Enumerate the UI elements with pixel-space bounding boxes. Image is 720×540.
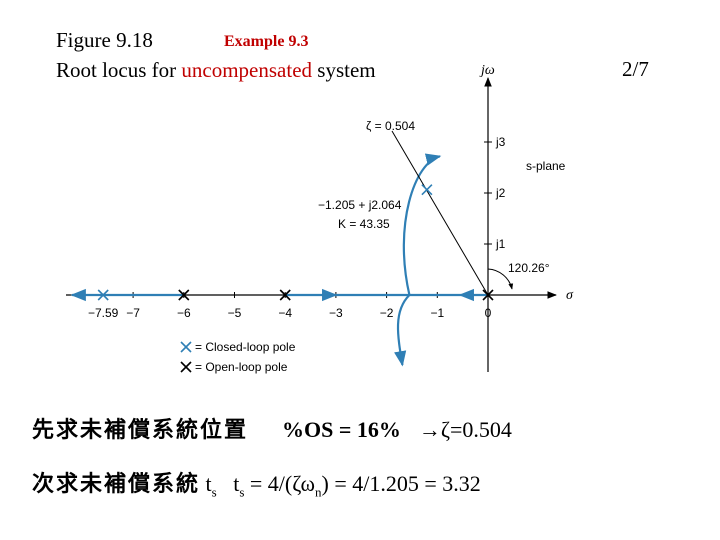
diagram-labels: −7.59 −1.205 + j2.064 K = 43.35 <box>88 198 402 320</box>
zeta-value: →ζ=0.504 <box>418 417 512 442</box>
real-tick-label: −7 <box>126 306 140 320</box>
page-number: 2/7 <box>622 57 649 81</box>
legend-open-marker <box>180 361 192 373</box>
legend-closed-marker <box>180 341 192 353</box>
damping-ratio-line <box>391 130 489 296</box>
damping-line-label: ζ = 0.504 <box>366 119 415 133</box>
percent-overshoot: %OS = 16% <box>282 417 401 442</box>
text-line-ts: 次求未補償系統 ts ts = 4/(ζωn) = 4/1.205 = 3.32 <box>32 466 481 500</box>
real-tick-label: −1 <box>430 306 444 320</box>
angle-arc <box>487 268 514 290</box>
text-line-os: 先求未補償系統位置 %OS = 16% →ζ=0.504 <box>32 412 512 444</box>
ts-label-sub: s <box>211 484 217 500</box>
open-loop-pole-stroke <box>178 289 190 301</box>
locus-branch-upper <box>402 153 442 296</box>
damping-angle-label: 120.26° <box>508 261 550 275</box>
open-loop-pole <box>482 289 494 301</box>
open-loop-pole-stroke <box>482 289 494 301</box>
imag-axis-label: jω <box>479 63 495 78</box>
example-label: Example 9.3 <box>224 33 309 50</box>
locus-branches <box>70 153 488 367</box>
ts-label: t <box>205 471 212 496</box>
real-tick-label: −3 <box>329 306 343 320</box>
open-loop-pole <box>178 289 190 301</box>
imag-tick-label: j3 <box>495 135 506 149</box>
closed-loop-point-label: −1.205 + j2.064 <box>318 198 402 212</box>
ts-formula-sub1: s <box>239 484 245 500</box>
locus-branch-lower <box>394 294 411 367</box>
real-tick-label: −6 <box>177 306 191 320</box>
line2-chinese: 次求未補償系統 <box>32 472 201 497</box>
legend-open-marker-stroke <box>180 361 192 373</box>
figure-label: Figure 9.18 <box>56 28 153 52</box>
figure-caption: Root locus for uncompensated system <box>56 58 376 83</box>
closed-loop-pole <box>97 289 109 301</box>
ts-formula-a: t <box>233 471 240 496</box>
line1-chinese: 先求未補償系統位置 <box>32 418 249 443</box>
open-loop-pole-stroke <box>279 289 291 301</box>
caption-prefix: Root locus for <box>56 58 182 82</box>
legend-open-label: = Open-loop pole <box>195 360 288 374</box>
closed-loop-pole-stroke <box>421 184 433 196</box>
plane-label: s-plane <box>526 159 566 173</box>
caption-highlight: uncompensated <box>181 58 313 82</box>
closed-loop-real-label: −7.59 <box>88 306 119 320</box>
ts-formula-sub2: n <box>315 484 322 500</box>
ts-formula-b: = 4/(ζω <box>244 471 316 496</box>
axes: σ jω −7 −6 −5 −4 −3 −2 −1 0 j1 j2 j3 s-plane <box>66 63 574 372</box>
imag-tick-label: j1 <box>495 237 506 251</box>
real-tick-label: 0 <box>485 306 492 320</box>
real-tick-label: −2 <box>380 306 394 320</box>
pole-markers <box>97 184 494 373</box>
open-loop-pole <box>279 289 291 301</box>
legend-closed-marker-stroke <box>180 341 192 353</box>
legend-closed-label: = Closed-loop pole <box>195 340 296 354</box>
ts-formula-c: ) = 4/1.205 = 3.32 <box>321 471 481 496</box>
damping-line: ζ = 0.504 120.26° <box>366 119 550 296</box>
legend: = Closed-loop pole = Open-loop pole <box>195 340 296 374</box>
closed-loop-pole-stroke <box>97 289 109 301</box>
real-tick-label: −5 <box>228 306 242 320</box>
caption-suffix: system <box>312 58 376 82</box>
closed-loop-pole <box>421 184 433 196</box>
gain-label: K = 43.35 <box>338 217 390 231</box>
real-axis-label: σ <box>566 288 574 303</box>
real-tick-label: −4 <box>278 306 292 320</box>
imag-tick-label: j2 <box>495 186 506 200</box>
